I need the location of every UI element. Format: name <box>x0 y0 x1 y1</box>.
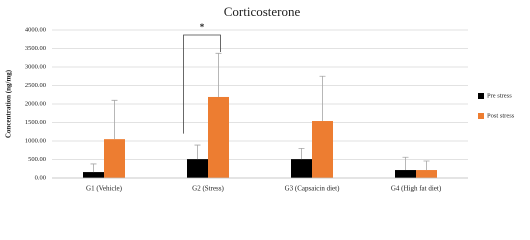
x-tick-label: G2 (Stress) <box>192 185 224 193</box>
y-tick-label: 2000.00 <box>25 100 46 107</box>
bar <box>208 96 229 178</box>
error-bar <box>402 156 409 171</box>
y-tick-label: 0.00 <box>35 174 46 181</box>
bar <box>291 159 312 178</box>
legend-swatch <box>478 113 484 119</box>
annotation: * <box>200 22 205 32</box>
error-bar <box>194 144 201 160</box>
y-tick-label: 3500.00 <box>25 45 46 52</box>
legend-label: Pre stress <box>487 92 512 99</box>
y-tick-label: 1500.00 <box>25 119 46 126</box>
x-tick-label: G1 (Vehicle) <box>86 185 123 193</box>
y-tick-label: 4000.00 <box>25 26 46 33</box>
chart: Corticosterone Concentration (ng/mg) 0.0… <box>5 4 515 193</box>
bar <box>187 159 208 178</box>
x-tick-label: G4 (High fat diet) <box>391 185 442 193</box>
bar <box>416 170 437 178</box>
legend-swatch <box>478 93 484 99</box>
bar <box>83 172 104 178</box>
x-tick-label: G3 (Capsaicin diet) <box>285 185 340 193</box>
y-tick-label: 2500.00 <box>25 82 46 89</box>
y-tick-label: 3000.00 <box>25 63 46 70</box>
bar <box>312 121 333 178</box>
error-bar <box>298 148 305 160</box>
bar <box>104 139 125 178</box>
y-axis-label: Concentration (ng/mg) <box>5 69 13 138</box>
error-bar <box>215 52 222 97</box>
y-tick-label: 1000.00 <box>25 137 46 144</box>
chart-title: Corticosterone <box>224 4 301 19</box>
error-bar <box>111 99 118 140</box>
bar <box>395 170 416 178</box>
error-bar <box>319 75 326 122</box>
error-bar <box>423 160 430 171</box>
y-tick-label: 500.00 <box>28 156 46 163</box>
error-bar <box>90 163 97 173</box>
legend-label: Post stress <box>487 112 515 119</box>
significance-bracket <box>183 34 221 134</box>
